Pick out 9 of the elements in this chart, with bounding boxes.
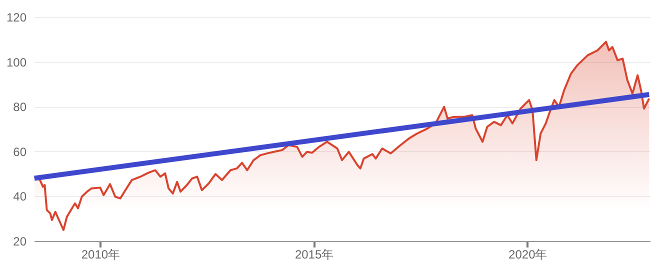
- y-tick-label: 120: [6, 10, 27, 24]
- y-tick-label: 100: [6, 55, 27, 70]
- x-tick-label: 2015年: [294, 248, 334, 262]
- y-tick-label: 80: [13, 100, 27, 114]
- y-tick-label: 60: [13, 144, 27, 159]
- y-tick-label: 40: [13, 190, 27, 204]
- y-tick-label: 20: [13, 234, 27, 248]
- x-tick-label: 2010年: [81, 248, 120, 262]
- x-tick-label: 2020年: [508, 248, 548, 262]
